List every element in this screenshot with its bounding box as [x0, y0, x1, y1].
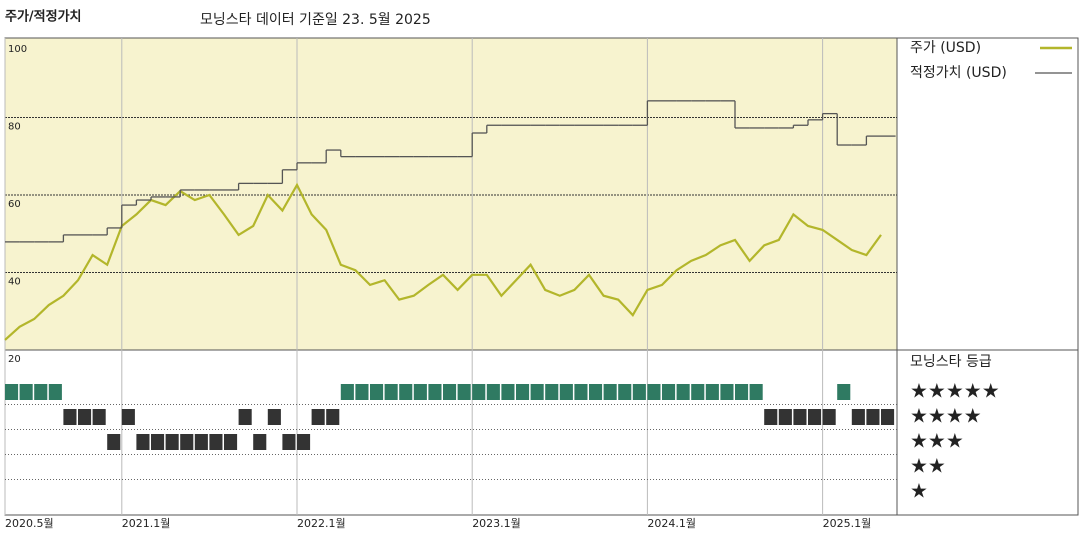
rating-bar	[822, 409, 836, 425]
legend-label: 적정가치 (USD)	[910, 65, 1007, 81]
rating-bar	[662, 384, 676, 400]
rating-bar	[107, 434, 121, 450]
rating-bar	[238, 409, 252, 425]
rating-bar	[486, 384, 500, 400]
rating-bar	[5, 384, 19, 400]
rating-bar	[209, 434, 223, 450]
rating-bar	[472, 384, 486, 400]
rating-bar	[151, 434, 165, 450]
rating-bar	[370, 384, 384, 400]
x-tick-label: 2020.5월	[5, 517, 54, 530]
rating-bar	[793, 409, 807, 425]
chart-title: 주가/적정가치	[5, 9, 82, 25]
rating-bar	[545, 384, 559, 400]
rating-bar	[443, 384, 457, 400]
rating-label: ★	[910, 479, 928, 503]
rating-bar	[413, 384, 427, 400]
rating-bar	[618, 384, 632, 400]
rating-title: 모닝스타 등급	[910, 354, 992, 370]
x-tick-label: 2022.1월	[297, 517, 346, 530]
y-tick-label: 20	[8, 354, 21, 365]
rating-label: ★★	[910, 454, 946, 478]
rating-bar	[881, 409, 895, 425]
rating-bar	[78, 409, 92, 425]
rating-bar	[63, 409, 77, 425]
rating-bar	[764, 409, 778, 425]
rating-bar	[136, 434, 150, 450]
rating-bar	[866, 409, 880, 425]
rating-bar	[92, 409, 106, 425]
rating-bar	[530, 384, 544, 400]
rating-bar	[705, 384, 719, 400]
rating-bar	[457, 384, 471, 400]
rating-bar	[647, 384, 661, 400]
x-tick-label: 2021.1월	[122, 517, 171, 530]
x-tick-label: 2023.1월	[472, 517, 521, 530]
rating-bar	[224, 434, 238, 450]
rating-label: ★★★	[910, 429, 964, 453]
rating-label: ★★★★	[910, 404, 982, 428]
rating-bar	[340, 384, 354, 400]
rating-bar	[720, 384, 734, 400]
y-tick-label: 100	[8, 44, 27, 55]
rating-bar	[194, 434, 208, 450]
rating-label: ★★★★★	[910, 379, 1000, 403]
rating-bar	[501, 384, 515, 400]
rating-bar	[676, 384, 690, 400]
rating-bar	[808, 409, 822, 425]
rating-bar	[384, 384, 398, 400]
rating-bar	[603, 384, 617, 400]
rating-bar	[267, 409, 281, 425]
rating-bar	[165, 434, 179, 450]
rating-bar	[48, 384, 62, 400]
chart-subtitle: 모닝스타 데이터 기준일 23. 5월 2025	[200, 12, 431, 28]
rating-bar	[180, 434, 194, 450]
rating-bar	[735, 384, 749, 400]
rating-bar	[34, 384, 48, 400]
rating-bar	[837, 384, 851, 400]
rating-bar	[121, 409, 135, 425]
y-tick-label: 40	[8, 277, 21, 288]
rating-bar	[19, 384, 33, 400]
legend-label: 주가 (USD)	[910, 40, 981, 56]
rating-bar	[559, 384, 573, 400]
rating-bar	[326, 409, 340, 425]
rating-bar	[282, 434, 296, 450]
rating-bar	[399, 384, 413, 400]
rating-bar	[749, 384, 763, 400]
rating-bar	[428, 384, 442, 400]
x-tick-label: 2024.1월	[647, 517, 696, 530]
rating-bar	[632, 384, 646, 400]
price-panel	[5, 38, 897, 350]
rating-bar	[311, 409, 325, 425]
rating-bar	[778, 409, 792, 425]
y-tick-label: 60	[8, 199, 21, 210]
rating-bar	[355, 384, 369, 400]
rating-bar	[516, 384, 530, 400]
x-tick-label: 2025.1월	[823, 517, 872, 530]
rating-bar	[691, 384, 705, 400]
rating-bar	[253, 434, 267, 450]
y-tick-label: 80	[8, 122, 21, 133]
rating-bar	[851, 409, 865, 425]
rating-bar	[574, 384, 588, 400]
rating-bar	[297, 434, 311, 450]
rating-bar	[589, 384, 603, 400]
